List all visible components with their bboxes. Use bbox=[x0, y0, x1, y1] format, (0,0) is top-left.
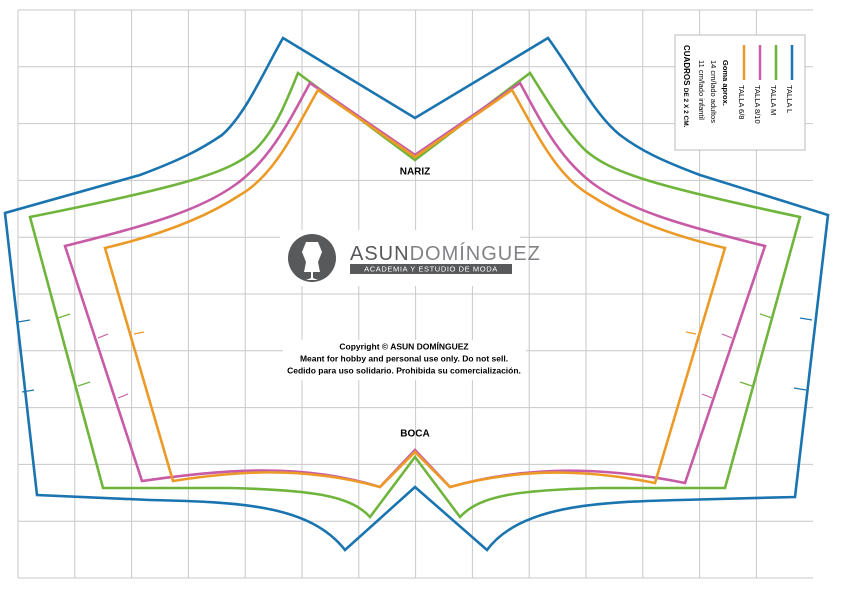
legend-label: TALLA M bbox=[769, 85, 778, 115]
legend-label: TALLA L bbox=[785, 85, 794, 113]
legend: CUADROS DE 2 X 2 CM. Goma aprox. 14 cm/l… bbox=[674, 34, 806, 151]
legend-label: TALLA 6/8 bbox=[737, 85, 746, 119]
logo: ASUNDOMÍNGUEZ ACADEMIA Y ESTUDIO DE MODA bbox=[280, 230, 541, 286]
legend-note: 11 cm/lado infantil bbox=[697, 60, 706, 120]
outline-size-6-8 bbox=[103, 88, 727, 489]
copyright-backdrop bbox=[283, 340, 526, 380]
grid-note-main: CUADROS bbox=[682, 45, 691, 86]
legend-note: 14 cm/lado adultos bbox=[709, 60, 718, 123]
logo-name: ASUNDOMÍNGUEZ bbox=[350, 242, 541, 265]
logo-bar bbox=[350, 264, 512, 274]
copyright-line: Copyright © ASUN DOMÍNGUEZ bbox=[339, 341, 468, 351]
grid bbox=[17, 9, 813, 579]
grid-note: CUADROS DE 2 X 2 CM. bbox=[682, 45, 691, 128]
copyright-line: Cedido para uso solidario. Prohibida su … bbox=[287, 365, 521, 375]
copyright-line: Meant for hobby and personal use only. D… bbox=[300, 353, 508, 363]
grid-note-detail: DE 2 X 2 CM. bbox=[682, 88, 689, 128]
mouth-label: BOCA bbox=[400, 429, 429, 440]
logo-tagline: ACADEMIA Y ESTUDIO DE MODA bbox=[364, 264, 498, 273]
logo-name-last: DOMÍNGUEZ bbox=[410, 242, 541, 265]
logo-name-first: ASUN bbox=[350, 243, 410, 265]
logo-mannequin bbox=[302, 242, 322, 280]
nose-label: NARIZ bbox=[400, 167, 431, 178]
outline-size-m bbox=[28, 70, 802, 520]
legend-box bbox=[674, 34, 806, 151]
legend-note: Goma aprox. bbox=[721, 60, 730, 106]
side-marks bbox=[17, 313, 813, 399]
outline-size-l bbox=[3, 36, 830, 552]
legend-label: TALLA 8/10 bbox=[753, 85, 762, 124]
